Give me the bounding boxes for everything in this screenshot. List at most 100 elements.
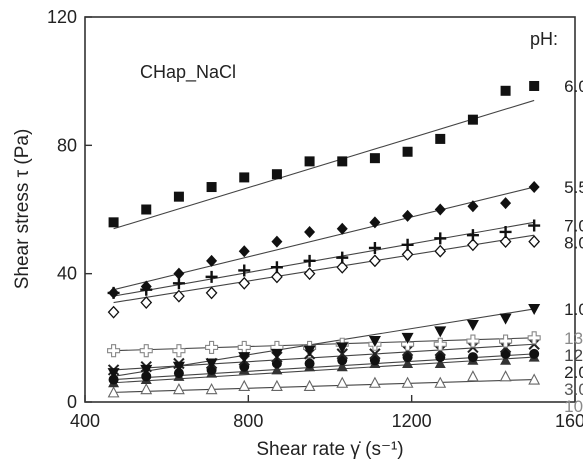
- plus-marker: [205, 270, 218, 283]
- square-marker: [369, 153, 380, 164]
- fit-line: [113, 343, 535, 371]
- y-axis-title: Shear stress τ (Pa): [12, 129, 33, 290]
- triangle-down-marker: [303, 345, 316, 357]
- open-diamond-marker: [107, 305, 120, 319]
- y-tick-label: 0: [67, 392, 77, 412]
- circle-marker: [173, 368, 184, 379]
- open-diamond-marker: [499, 235, 512, 249]
- triangle-down-marker: [172, 361, 185, 373]
- diamond-marker: [108, 286, 120, 299]
- plus-marker: [270, 261, 283, 274]
- square-marker: [402, 146, 413, 157]
- open-diamond-marker: [369, 254, 381, 268]
- circle-marker: [304, 358, 315, 369]
- diamond-marker: [304, 225, 316, 238]
- triangle-down-marker: [528, 303, 541, 315]
- circle-marker: [500, 348, 511, 359]
- open-diamond-marker: [401, 247, 414, 261]
- open-triangle-marker: [401, 376, 414, 388]
- triangle-down-marker: [401, 332, 414, 344]
- open-plus-marker: [139, 344, 153, 358]
- series-label: 1.0: [564, 300, 583, 319]
- series-label: 8.0: [564, 234, 583, 253]
- plus-marker: [368, 242, 381, 254]
- series-1-0: [107, 303, 541, 380]
- diamond-marker: [140, 280, 152, 293]
- square-marker: [108, 217, 119, 228]
- open-plus-marker: [466, 334, 480, 348]
- open-diamond-marker: [434, 244, 447, 258]
- fit-line: [113, 353, 535, 381]
- open-diamond-marker: [140, 296, 153, 310]
- triangle-up-marker: [271, 364, 283, 375]
- square-marker: [467, 114, 478, 125]
- y-tick-label: 40: [57, 264, 77, 284]
- circle-marker: [141, 371, 152, 382]
- plus-marker: [466, 229, 479, 242]
- square-marker: [500, 85, 511, 96]
- open-triangle-marker: [205, 382, 218, 395]
- triangle-up-marker: [336, 361, 348, 372]
- open-triangle-marker: [336, 376, 349, 388]
- series-label: 5.5: [564, 178, 583, 197]
- x-tick-label: 800: [233, 411, 263, 431]
- diamond-marker: [528, 181, 540, 194]
- plus-marker: [303, 254, 316, 267]
- circle-marker: [206, 364, 217, 375]
- open-plus-marker: [172, 344, 186, 358]
- open-triangle-marker: [303, 379, 316, 392]
- x-tick-label: 1200: [392, 411, 432, 431]
- y-tick-label: 80: [57, 135, 77, 155]
- square-marker: [206, 182, 217, 193]
- plus-marker: [434, 232, 447, 245]
- open-diamond-marker: [336, 260, 349, 274]
- series-labels: 6.0 5.5 7.08.0 1.0 13.012.02.03.010.0: [564, 77, 583, 416]
- circle-marker: [108, 374, 119, 385]
- series-label: 2.0: [564, 363, 583, 382]
- series-label: 12.0: [564, 346, 583, 365]
- square-marker: [271, 169, 282, 180]
- open-diamond-marker: [528, 235, 541, 249]
- x-axis-title: Shear rate γ̇ (s⁻¹): [256, 439, 403, 460]
- square-marker: [435, 133, 446, 144]
- diamond-marker: [336, 222, 348, 235]
- circle-marker: [271, 358, 282, 369]
- series-5-5: [108, 181, 540, 299]
- open-diamond-marker: [303, 267, 316, 281]
- circle-marker: [435, 352, 446, 363]
- triangle-down-marker: [368, 336, 381, 348]
- open-plus-marker: [205, 340, 219, 355]
- diamond-marker: [369, 216, 381, 229]
- x-tick-label: 400: [70, 411, 100, 431]
- circle-marker: [529, 348, 540, 359]
- data-markers: [107, 80, 541, 398]
- fit-line: [113, 186, 535, 291]
- open-diamond-marker: [238, 276, 251, 290]
- open-plus-marker: [107, 344, 121, 358]
- open-plus-marker: [527, 331, 541, 345]
- open-diamond-marker: [173, 289, 185, 303]
- diamond-marker: [271, 235, 283, 248]
- open-diamond-marker: [205, 286, 218, 300]
- triangle-down-marker: [499, 313, 512, 325]
- open-triangle-marker: [434, 376, 447, 388]
- open-diamond-marker: [271, 270, 283, 284]
- open-triangle-marker: [238, 379, 251, 392]
- circle-marker: [239, 361, 250, 372]
- triangle-up-marker: [402, 358, 414, 368]
- series-6-0: [108, 80, 540, 228]
- fit-line: [113, 378, 535, 393]
- triangle-down-marker: [205, 358, 218, 370]
- plus-marker: [401, 238, 414, 251]
- diamond-marker: [402, 209, 414, 222]
- triangle-down-marker: [434, 326, 447, 338]
- triangle-down-marker: [270, 348, 283, 360]
- triangle-down-marker: [336, 342, 349, 354]
- circle-marker: [337, 355, 348, 366]
- square-marker: [239, 172, 250, 183]
- series-13-0: [107, 331, 541, 358]
- open-triangle-marker: [140, 382, 153, 395]
- triangle-up-marker: [434, 358, 446, 368]
